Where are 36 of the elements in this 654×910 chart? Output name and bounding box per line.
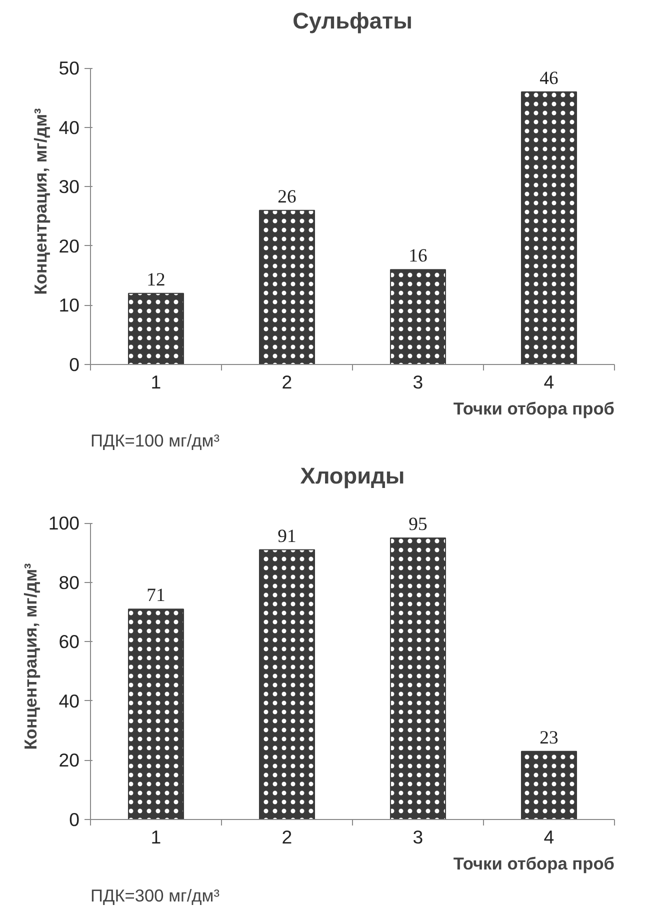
y-tick-label: 40 [58,690,80,712]
data-label: 71 [146,585,166,606]
y-tick-label: 0 [69,809,80,830]
x-tick-label: 1 [150,826,162,848]
y-tick-label: 20 [58,235,80,256]
chart-title: Сульфаты [292,8,412,34]
y-tick-label: 30 [58,176,80,198]
x-tick-label: 4 [544,372,554,392]
data-label: 95 [408,514,428,535]
x-tick-label: 2 [282,372,292,392]
y-tick-label: 60 [58,631,80,652]
x-tick-label: 2 [282,826,292,848]
y-axis-title: Концентрация, мг/дм³ [20,562,40,750]
text: ПДК=300 мг/дм³ [90,886,220,906]
x-tick-label: 3 [412,826,424,848]
data-label: 91 [278,526,296,547]
y-tick-label: 10 [58,294,80,316]
x-tick-label: 1 [150,372,162,392]
data-label: 26 [278,186,296,208]
data-label: 23 [540,727,558,748]
y-tick-label: 20 [58,750,80,771]
x-axis-title: Точки отбора проб [453,854,615,874]
y-tick-label: 50 [58,58,80,79]
y-tick-label: 80 [58,572,80,593]
y-tick-label: 0 [69,354,80,375]
x-tick-label: 4 [544,826,554,848]
x-axis-title: Точки отбора проб [453,398,615,418]
text: ПДК=100 мг/дм³ [90,430,220,450]
y-axis-title: Концентрация, мг/дм³ [30,108,51,295]
y-tick-label: 40 [58,116,80,138]
y-tick-label: 100 [48,512,80,534]
x-tick-label: 3 [412,372,424,392]
data-label: 12 [146,269,166,290]
data-label: 46 [540,68,558,89]
chart-title: Хлориды [300,462,405,488]
data-label: 16 [408,246,428,267]
